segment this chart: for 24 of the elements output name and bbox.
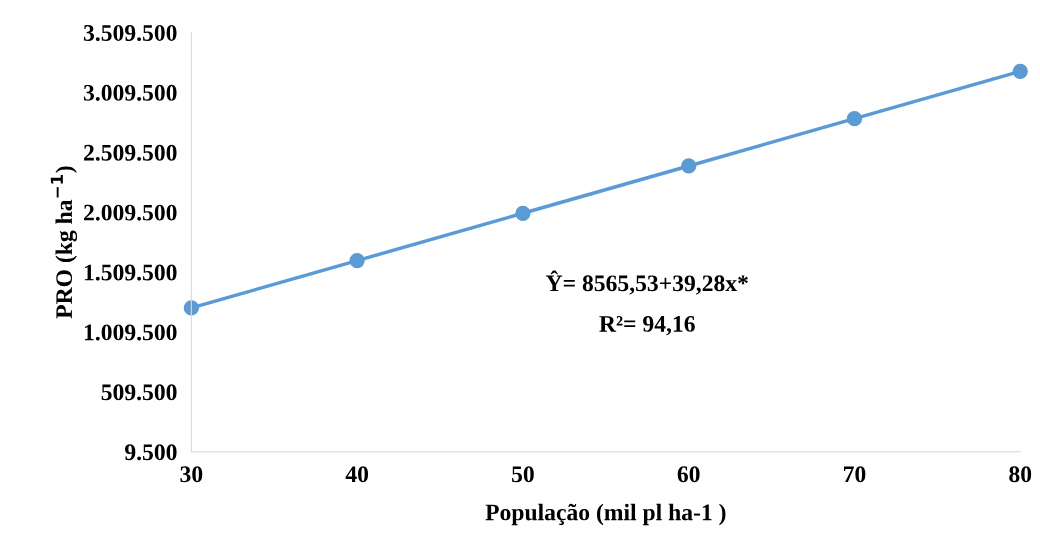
x-tick-label: 40 bbox=[345, 466, 369, 483]
y-tick-label: 1.509.500 bbox=[84, 264, 177, 281]
x-tick-label: 50 bbox=[512, 466, 534, 483]
y-tick-label: 3.009.500 bbox=[83, 84, 177, 101]
x-tick-label: 70 bbox=[844, 466, 866, 483]
y-tick-label: 1.009.500 bbox=[84, 324, 177, 341]
y-tick-label: 509.500 bbox=[101, 384, 177, 401]
y-tick-label: 2.009.500 bbox=[84, 204, 177, 221]
point bbox=[1012, 63, 1028, 79]
point bbox=[681, 158, 697, 174]
x-tick-label: 60 bbox=[677, 466, 700, 483]
point bbox=[846, 111, 863, 127]
x-axis-title: População (mil pl ha-1 ) bbox=[485, 503, 726, 526]
point bbox=[349, 252, 365, 269]
y-tick-label: 9.500 bbox=[124, 444, 177, 461]
y-tick-label: 3.509.500 bbox=[83, 24, 177, 41]
annotation: R²= 94,16 bbox=[599, 316, 695, 336]
x-tick-label: 80 bbox=[1009, 466, 1032, 483]
y-tick-label: 2.509.500 bbox=[84, 144, 177, 161]
annotation: Ŷ= 8565,53+39,28x* bbox=[545, 270, 748, 295]
y-axis-title: PRO (kg ha$^{−1}$) bbox=[50, 166, 78, 319]
x-tick-label: 30 bbox=[180, 466, 203, 483]
point bbox=[515, 205, 531, 221]
point bbox=[183, 300, 199, 316]
